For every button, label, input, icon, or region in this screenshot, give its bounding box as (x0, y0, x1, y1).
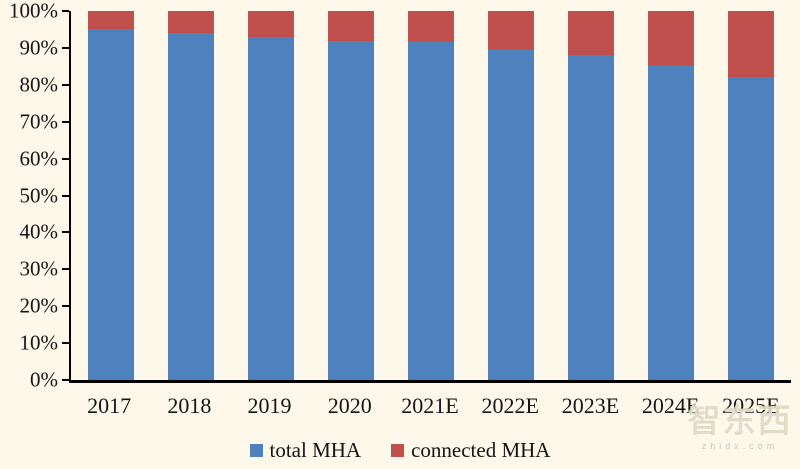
bar-column-2017 (71, 11, 151, 380)
y-axis-tick-label: 40% (19, 219, 59, 244)
y-axis-tick (62, 83, 69, 86)
y-axis-tick (62, 305, 69, 308)
y-axis-tick (62, 46, 69, 49)
y-axis-tick (62, 268, 69, 271)
y-axis-labels: 100% 90% 80% 70% 60% 50% 40% 30% 20% 10%… (0, 0, 59, 390)
legend-swatch-connected-mha-icon (391, 444, 405, 457)
segment-total-mha (568, 55, 614, 380)
segment-total-mha (88, 29, 134, 380)
y-axis-tick-label: 90% (19, 35, 59, 60)
bar-column-2021e (391, 11, 471, 380)
y-axis-tick-label: 20% (19, 293, 59, 318)
x-axis-label: 2023E (561, 393, 620, 418)
y-axis-tick (62, 120, 69, 123)
x-axis-label: 2022E (481, 393, 539, 418)
y-axis-tick (62, 342, 69, 345)
segment-connected-mha (168, 11, 214, 34)
segment-connected-mha (728, 11, 774, 78)
plot-area (62, 10, 791, 383)
segment-connected-mha (488, 11, 534, 50)
y-axis-tick-label: 100% (9, 0, 58, 23)
segment-connected-mha (328, 11, 374, 41)
segment-total-mha (168, 33, 214, 380)
stacked-bar-2018 (168, 11, 214, 380)
stacked-bar-2020 (328, 11, 374, 380)
bar-column-2025e (711, 11, 791, 380)
stacked-bar-2021e (408, 11, 454, 380)
y-axis-tick-label: 70% (19, 109, 59, 134)
bar-column-2018 (151, 11, 231, 380)
segment-total-mha (328, 40, 374, 380)
y-axis-tick (62, 194, 69, 197)
bar-column-2019 (231, 11, 311, 380)
x-axis-label: 2024E (641, 393, 700, 418)
legend-swatch-total-mha-icon (249, 444, 263, 457)
segment-total-mha (648, 66, 694, 380)
bar-column-2023e (551, 11, 631, 380)
segment-connected-mha (248, 11, 294, 37)
stacked-bar-2019 (248, 11, 294, 380)
y-axis-tick-label: 60% (19, 146, 59, 171)
legend-item-total-mha: total MHA (249, 438, 362, 462)
bars (71, 11, 791, 380)
legend-label-total-mha: total MHA (269, 438, 362, 462)
x-axis-labels: 2017 2018 2019 2020 2021E 2022E 2023E 20… (69, 393, 791, 418)
bar-column-2024e (631, 11, 711, 380)
y-axis-tick (62, 379, 69, 381)
x-axis-label: 2020 (327, 393, 372, 418)
y-axis-tick-label: 30% (19, 256, 59, 281)
segment-total-mha (408, 42, 454, 380)
y-axis-tick (62, 10, 69, 12)
y-axis-tick-label: 80% (19, 72, 59, 97)
x-axis-label: 2021E (401, 393, 459, 418)
bar-column-2020 (311, 11, 391, 380)
stacked-bar-2017 (88, 11, 134, 380)
segment-total-mha (488, 49, 534, 380)
stacked-bar-2023e (568, 11, 614, 380)
segment-connected-mha (88, 11, 134, 30)
x-axis-label: 2025E (722, 393, 780, 418)
segment-connected-mha (408, 11, 454, 43)
legend-item-connected-mha: connected MHA (391, 440, 550, 461)
y-axis-tick-label: 50% (19, 183, 59, 207)
y-axis-tick (62, 231, 69, 234)
segment-connected-mha (648, 11, 694, 67)
y-axis-tick (62, 157, 69, 160)
x-axis-label: 2019 (247, 393, 292, 418)
x-axis-label: 2018 (167, 393, 212, 418)
segment-total-mha (728, 77, 774, 380)
segment-total-mha (248, 36, 294, 380)
segment-connected-mha (568, 11, 614, 56)
legend: total MHA connected MHA (0, 440, 800, 461)
stacked-bar-2024e (648, 11, 694, 380)
x-axis-label: 2017 (87, 393, 132, 418)
stacked-bar-2025e (728, 11, 774, 380)
y-axis-tick-label: 10% (19, 330, 59, 355)
legend-label-connected-mha: connected MHA (411, 438, 551, 462)
y-axis-tick-label: 0% (30, 367, 58, 392)
bar-column-2022e (471, 11, 551, 380)
stacked-bar-2022e (488, 11, 534, 380)
